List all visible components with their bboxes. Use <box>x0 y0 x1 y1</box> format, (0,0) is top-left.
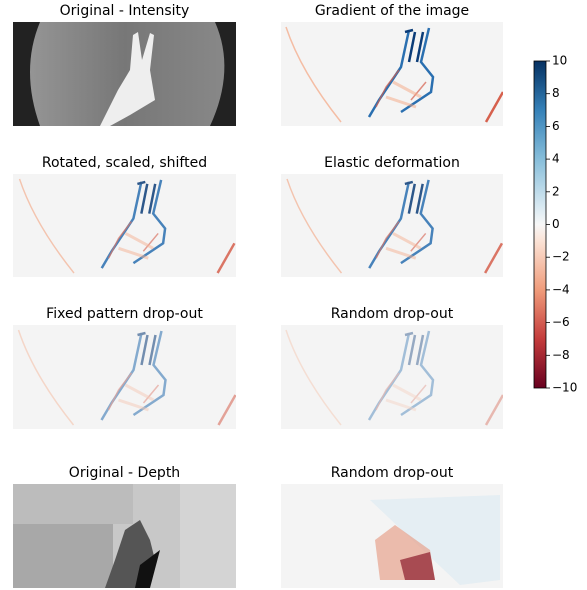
page: {"chart_data": {"type": "image-grid", "p… <box>0 0 587 590</box>
panel-title: Rotated, scaled, shifted <box>42 155 207 171</box>
panel-title: Random drop-out <box>331 306 454 322</box>
panel-image <box>13 174 236 277</box>
panel-image <box>13 484 236 588</box>
panel-title: Original - Intensity <box>60 3 190 19</box>
tick-label: −8 <box>552 348 570 362</box>
tick-label: −2 <box>552 250 570 264</box>
tick-label: −10 <box>552 381 577 395</box>
panel-image <box>281 174 503 277</box>
panel-title: Fixed pattern drop-out <box>46 306 203 322</box>
panel-image <box>13 325 236 429</box>
colorbar <box>534 61 546 388</box>
panel-image <box>281 22 503 126</box>
panel-title: Elastic deformation <box>324 155 460 171</box>
panel-image <box>281 325 503 429</box>
panel-image <box>281 484 503 588</box>
tick-label: 2 <box>552 184 560 198</box>
panel-image <box>13 22 236 126</box>
panel-title: Gradient of the image <box>315 3 469 19</box>
tick-label: 4 <box>552 152 560 166</box>
tick-label: 0 <box>552 217 560 231</box>
tick-label: 8 <box>552 86 560 100</box>
panel-title: Random drop-out <box>331 465 454 481</box>
tick-label: 10 <box>552 54 567 68</box>
panel-title: Original - Depth <box>69 465 180 481</box>
tick-label: 6 <box>552 119 560 133</box>
tick-label: −4 <box>552 282 570 296</box>
tick-label: −6 <box>552 315 570 329</box>
figure: Original - Intensity Gradient of the imag… <box>0 0 587 590</box>
